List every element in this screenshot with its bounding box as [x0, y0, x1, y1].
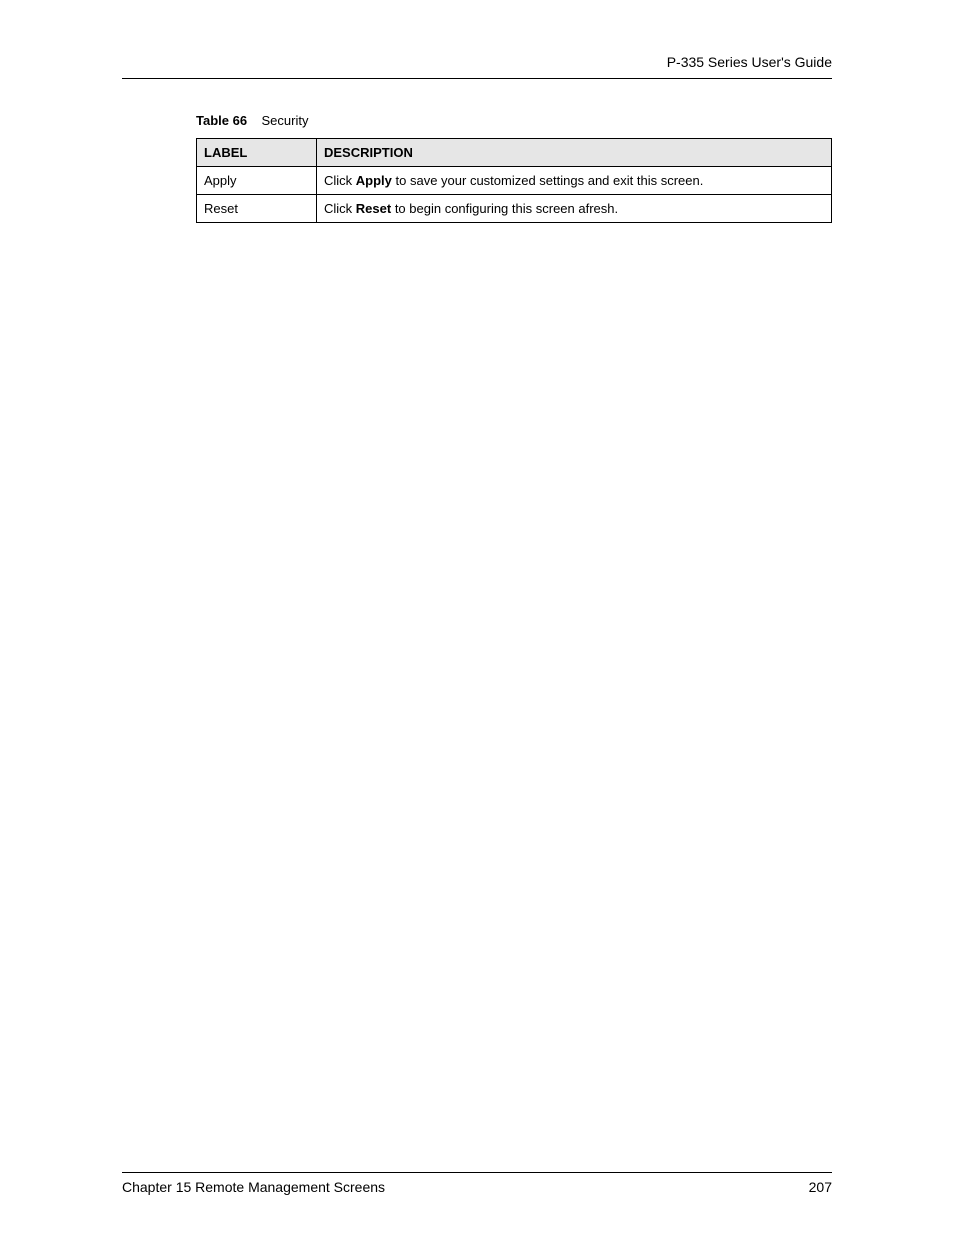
table-header-row: LABEL DESCRIPTION: [197, 139, 832, 167]
header-rule: [122, 78, 832, 79]
content-area: Table 66 Security LABEL DESCRIPTION Appl…: [122, 113, 832, 1172]
table-row: Reset Click Reset to begin configuring t…: [197, 195, 832, 223]
desc-suffix: to begin configuring this screen afresh.: [391, 201, 618, 216]
table-row: Apply Click Apply to save your customize…: [197, 167, 832, 195]
desc-bold: Apply: [356, 173, 392, 188]
table-cell-description: Click Reset to begin configuring this sc…: [317, 195, 832, 223]
table-caption-label: Table 66: [196, 113, 247, 128]
table-caption-title: Security: [262, 113, 309, 128]
desc-prefix: Click: [324, 173, 356, 188]
table-cell-label: Apply: [197, 167, 317, 195]
footer: Chapter 15 Remote Management Screens 207: [122, 1172, 832, 1195]
footer-page-number: 207: [809, 1179, 832, 1195]
security-table: LABEL DESCRIPTION Apply Click Apply to s…: [196, 138, 832, 223]
desc-suffix: to save your customized settings and exi…: [392, 173, 703, 188]
footer-rule: [122, 1172, 832, 1173]
table-caption: Table 66 Security: [196, 113, 832, 128]
table-cell-description: Click Apply to save your customized sett…: [317, 167, 832, 195]
header-guide-title: P-335 Series User's Guide: [122, 54, 832, 78]
table-header-description: DESCRIPTION: [317, 139, 832, 167]
footer-chapter: Chapter 15 Remote Management Screens: [122, 1179, 385, 1195]
table-header-label: LABEL: [197, 139, 317, 167]
desc-prefix: Click: [324, 201, 356, 216]
desc-bold: Reset: [356, 201, 391, 216]
table-cell-label: Reset: [197, 195, 317, 223]
